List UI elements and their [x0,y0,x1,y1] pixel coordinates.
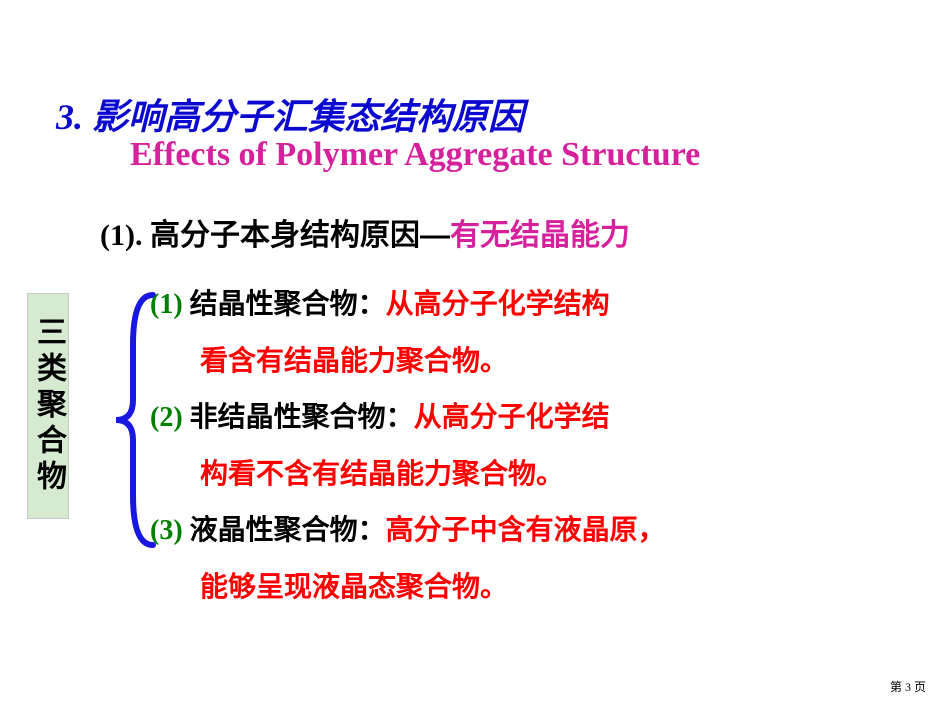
item-red-text: 从高分子化学结 [414,401,610,432]
vertical-label-text: 三类聚合物 [26,316,70,496]
item-label: 结晶性聚合物： [190,288,386,319]
subhead-text-magenta: 有无结晶能力 [450,219,630,252]
item-red-text: 从高分子化学结构 [386,288,610,319]
subhead-number: (1). [100,219,150,252]
item-red-text: 看含有结晶能力聚合物。 [200,345,508,376]
list-item-continuation: 构看不含有结晶能力聚合物。 [150,446,890,502]
title-english: Effects of Polymer Aggregate Structure [130,136,700,174]
page-number: 第 3 页 [890,678,926,695]
vertical-label-box: 三类聚合物 [28,294,68,518]
item-red-text: 构看不含有结晶能力聚合物。 [200,458,564,489]
list-item: (3) 液晶性聚合物：高分子中含有液晶原， [150,502,890,559]
list-item-continuation: 能够呈现液晶态聚合物。 [150,559,890,615]
item-number: (2) [150,402,190,433]
section-title: 3. 影响高分子汇集态结构原因 [56,88,524,140]
item-red-text: 高分子中含有液晶原， [386,514,666,545]
item-number: (1) [150,289,190,320]
item-number: (3) [150,515,190,546]
title-chinese: 影响高分子汇集态结构原因 [92,96,524,137]
list-item: (2) 非结晶性聚合物：从高分子化学结 [150,389,890,446]
item-label: 非结晶性聚合物： [190,401,414,432]
subhead-text-black: 高分子本身结构原因— [150,219,450,252]
items-list: (1) 结晶性聚合物：从高分子化学结构 看含有结晶能力聚合物。 (2) 非结晶性… [150,276,890,615]
title-number: 3. [56,97,92,137]
list-item-continuation: 看含有结晶能力聚合物。 [150,333,890,389]
list-item: (1) 结晶性聚合物：从高分子化学结构 [150,276,890,333]
item-red-text: 能够呈现液晶态聚合物。 [200,571,508,602]
subsection-heading: (1). 高分子本身结构原因—有无结晶能力 [100,210,630,254]
item-label: 液晶性聚合物： [190,514,386,545]
